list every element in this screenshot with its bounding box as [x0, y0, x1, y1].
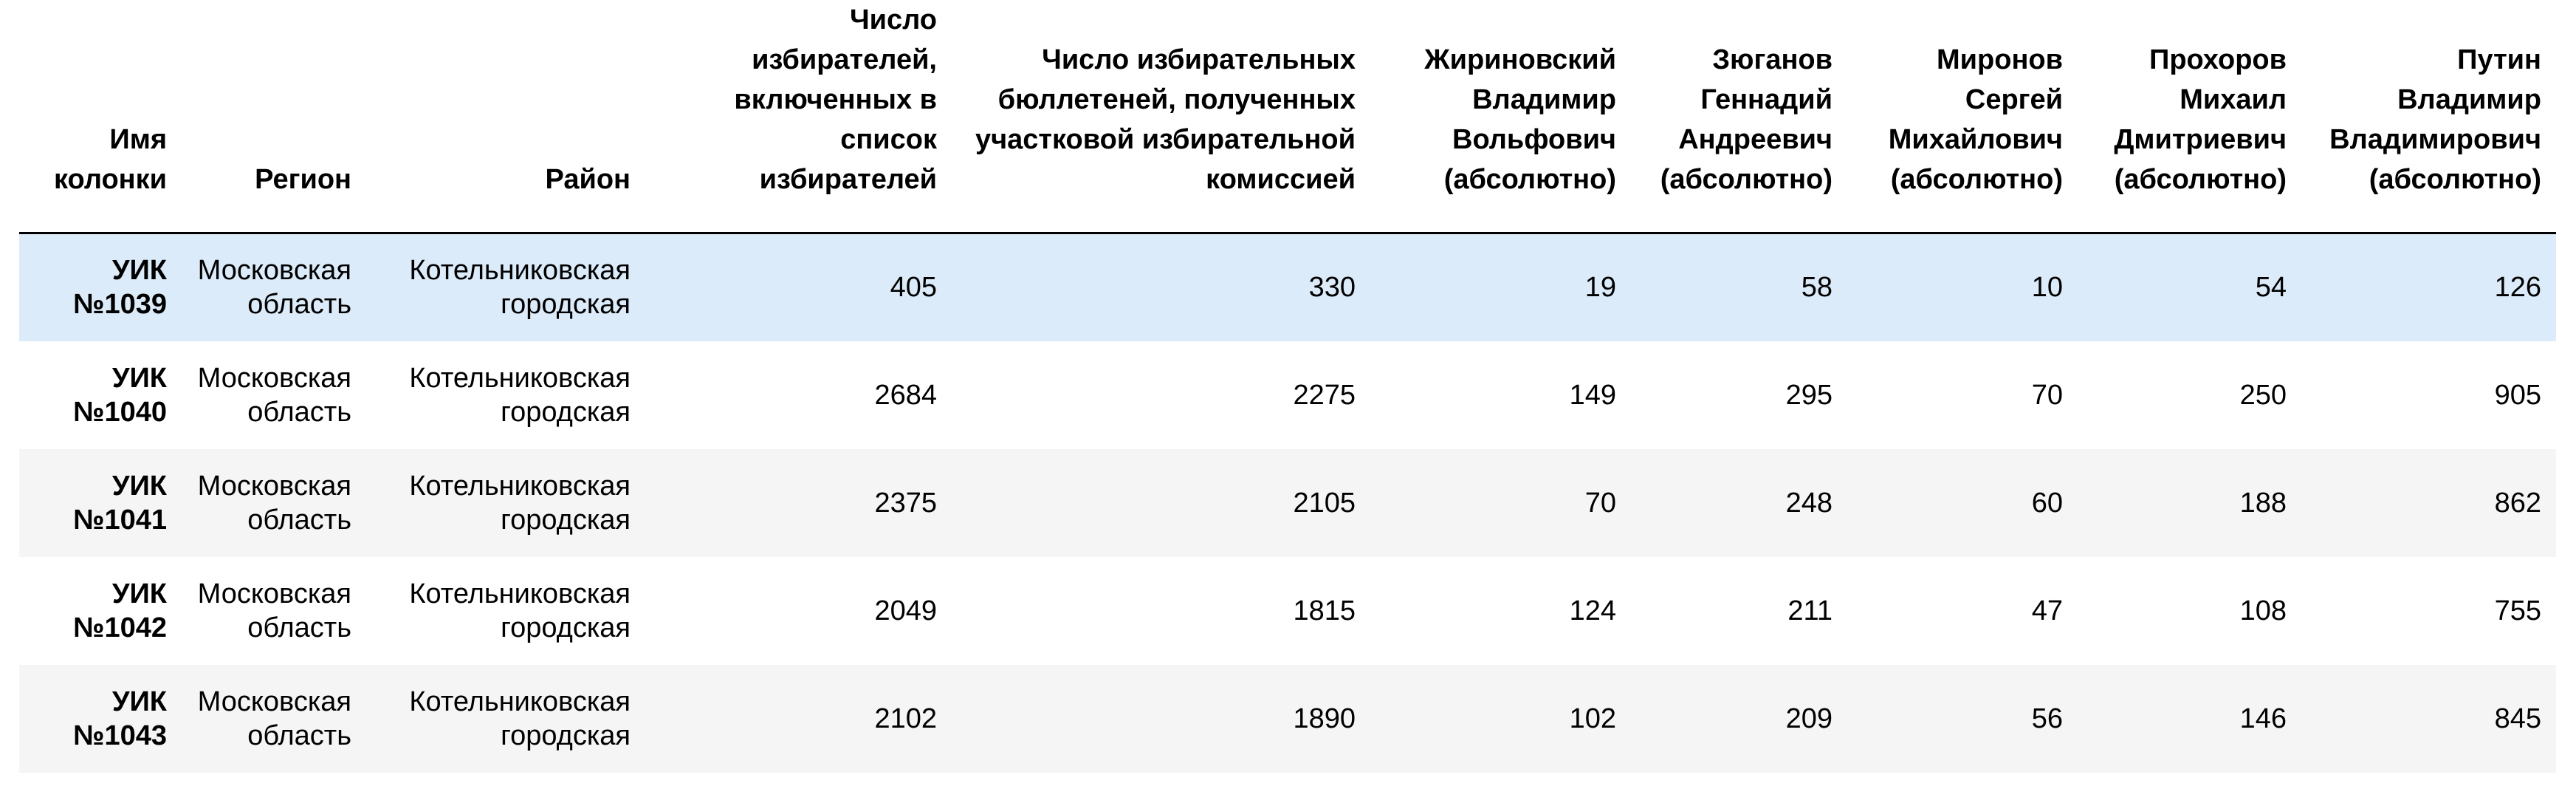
table-body: УИК №1039 Московская область Котельников… [19, 233, 2556, 773]
district-cell: Котельниковская городская [366, 341, 645, 449]
ballots-cell: 2275 [952, 341, 1370, 449]
row-index-cell: УИК №1040 [19, 341, 182, 449]
header-mironov: Миронов Сергей Михайлович (абсолютно) [1847, 0, 2078, 234]
zhirinovsky-cell: 19 [1370, 233, 1631, 341]
region-cell: Московская область [182, 556, 366, 665]
mironov-cell: 70 [1847, 341, 2078, 449]
header-zyuganov: Зюганов Геннадий Андреевич (абсолютно) [1631, 0, 1847, 234]
zhirinovsky-cell: 149 [1370, 341, 1631, 449]
zhirinovsky-cell: 102 [1370, 664, 1631, 773]
putin-cell: 126 [2301, 233, 2556, 341]
voters-cell: 2102 [645, 664, 952, 773]
table-row[interactable]: УИК №1039 Московская область Котельников… [19, 233, 2556, 341]
putin-cell: 755 [2301, 556, 2556, 665]
region-cell: Московская область [182, 448, 366, 557]
ballots-cell: 1815 [952, 556, 1370, 665]
zyuganov-cell: 58 [1631, 233, 1847, 341]
voters-cell: 405 [645, 233, 952, 341]
voters-cell: 2684 [645, 341, 952, 449]
voters-cell: 2375 [645, 448, 952, 557]
ballots-cell: 1890 [952, 664, 1370, 773]
putin-cell: 862 [2301, 448, 2556, 557]
mironov-cell: 47 [1847, 556, 2078, 665]
district-cell: Котельниковская городская [366, 448, 645, 557]
row-index-cell: УИК №1043 [19, 664, 182, 773]
header-zhirinovsky: Жириновский Владимир Вольфович (абсолютн… [1370, 0, 1631, 234]
zhirinovsky-cell: 70 [1370, 448, 1631, 557]
district-cell: Котельниковская городская [366, 556, 645, 665]
region-cell: Московская область [182, 664, 366, 773]
zyuganov-cell: 295 [1631, 341, 1847, 449]
row-index-cell: УИК №1039 [19, 233, 182, 341]
prokhorov-cell: 108 [2078, 556, 2301, 665]
header-region: Регион [182, 0, 366, 234]
dataframe-container: Имя колонки Регион Район Число избирател… [19, 0, 2556, 773]
district-cell: Котельниковская городская [366, 233, 645, 341]
ballots-cell: 330 [952, 233, 1370, 341]
header-voters: Число избирателей, включенных в список и… [645, 0, 952, 234]
row-index-cell: УИК №1041 [19, 448, 182, 557]
putin-cell: 845 [2301, 664, 2556, 773]
zyuganov-cell: 248 [1631, 448, 1847, 557]
zyuganov-cell: 211 [1631, 556, 1847, 665]
prokhorov-cell: 188 [2078, 448, 2301, 557]
header-prokhorov: Прохоров Михаил Дмитриевич (абсолютно) [2078, 0, 2301, 234]
prokhorov-cell: 250 [2078, 341, 2301, 449]
table-row[interactable]: УИК №1041 Московская область Котельников… [19, 448, 2556, 557]
mironov-cell: 56 [1847, 664, 2078, 773]
prokhorov-cell: 146 [2078, 664, 2301, 773]
prokhorov-cell: 54 [2078, 233, 2301, 341]
header-row: Имя колонки Регион Район Число избирател… [19, 0, 2556, 234]
row-index-cell: УИК №1042 [19, 556, 182, 665]
zhirinovsky-cell: 124 [1370, 556, 1631, 665]
mironov-cell: 60 [1847, 448, 2078, 557]
putin-cell: 905 [2301, 341, 2556, 449]
election-results-table: Имя колонки Регион Район Число избирател… [19, 0, 2556, 773]
ballots-cell: 2105 [952, 448, 1370, 557]
mironov-cell: 10 [1847, 233, 2078, 341]
district-cell: Котельниковская городская [366, 664, 645, 773]
table-row[interactable]: УИК №1042 Московская область Котельников… [19, 556, 2556, 665]
voters-cell: 2049 [645, 556, 952, 665]
header-putin: Путин Владимир Владимирович (абсолютно) [2301, 0, 2556, 234]
table-row[interactable]: УИК №1043 Московская область Котельников… [19, 664, 2556, 773]
region-cell: Московская область [182, 233, 366, 341]
region-cell: Московская область [182, 341, 366, 449]
table-header: Имя колонки Регион Район Число избирател… [19, 0, 2556, 234]
table-row[interactable]: УИК №1040 Московская область Котельников… [19, 341, 2556, 449]
zyuganov-cell: 209 [1631, 664, 1847, 773]
header-district: Район [366, 0, 645, 234]
header-ballots: Число избирательных бюллетеней, полученн… [952, 0, 1370, 234]
header-index: Имя колонки [19, 0, 182, 234]
